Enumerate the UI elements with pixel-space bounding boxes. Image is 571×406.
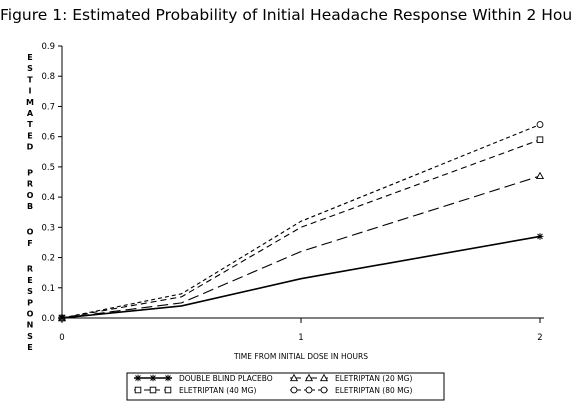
series-line <box>61 124 541 319</box>
y-label-letter: S <box>27 332 33 341</box>
star-marker <box>135 375 141 381</box>
y-label-letter: D <box>27 143 34 152</box>
legend-label: ELETRIPTAN (80 MG) <box>335 386 412 395</box>
y-label-letter: R <box>27 180 33 189</box>
x-axis-label: TIME FROM INITIAL DOSE IN HOURS <box>233 352 368 361</box>
plot-frame <box>61 46 544 319</box>
circle-marker <box>536 121 544 128</box>
chart-title: Figure 1: Estimated Probability of Initi… <box>0 6 571 24</box>
series-double-blind-placebo <box>58 233 544 322</box>
square-marker <box>149 386 157 394</box>
legend-entry: ELETRIPTAN (20 MG) <box>289 373 412 383</box>
x-tick-label: 0 <box>59 333 64 343</box>
square-marker <box>536 136 544 143</box>
y-label-letter: B <box>27 202 33 211</box>
x-tick-label: 1 <box>298 333 303 343</box>
y-label-letter: E <box>27 53 32 62</box>
triangle-marker <box>304 373 314 382</box>
star-marker <box>165 375 171 381</box>
circle-marker <box>320 386 328 394</box>
series-group <box>57 121 545 322</box>
legend-label: DOUBLE BLIND PLACEBO <box>179 374 273 383</box>
star-marker <box>150 375 156 381</box>
legend-box <box>126 372 445 401</box>
series-line <box>61 139 541 319</box>
y-label-letter: O <box>27 191 34 200</box>
series-eletriptan-20-mg- <box>57 171 545 322</box>
y-label-letter: E <box>27 343 32 352</box>
series-eletriptan-80-mg- <box>58 121 544 322</box>
y-label-letter: T <box>27 120 33 129</box>
legend-entry: DOUBLE BLIND PLACEBO <box>134 374 273 383</box>
circle-marker <box>290 386 298 394</box>
legend-label: ELETRIPTAN (20 MG) <box>335 374 412 383</box>
y-label-letter: S <box>27 287 33 296</box>
triangle-marker <box>535 171 545 180</box>
y-label-letter: S <box>27 64 33 73</box>
y-label-letter: O <box>27 228 34 237</box>
x-axis-ticks: 0 1 2 <box>59 318 543 343</box>
y-label-letter: R <box>27 265 33 274</box>
square-marker <box>134 386 142 394</box>
y-label-letter: I <box>29 87 32 96</box>
y-tick-label: 0.7 <box>41 102 55 112</box>
series-eletriptan-40-mg- <box>58 136 544 322</box>
star-marker <box>537 233 543 240</box>
legend-entry: ELETRIPTAN (80 MG) <box>290 386 412 395</box>
y-label-letter: T <box>27 75 33 84</box>
y-label-letter: O <box>27 309 34 318</box>
y-tick-label: 0.8 <box>41 72 55 82</box>
y-tick-label: 0.2 <box>41 254 55 264</box>
y-label-letter: M <box>26 98 34 107</box>
y-label-letter: P <box>27 298 33 307</box>
y-label-letter: F <box>27 239 32 248</box>
legend-label: ELETRIPTAN (40 MG) <box>179 386 256 395</box>
square-marker <box>164 386 172 394</box>
triangle-marker <box>289 373 299 382</box>
series-line <box>61 175 541 319</box>
circle-marker <box>305 386 313 394</box>
y-axis-ticks: 0.0 0.1 0.2 0.3 0.4 0.5 0.6 0.7 0.8 0.9 <box>41 42 62 324</box>
series-line <box>61 235 541 319</box>
y-tick-label: 0.4 <box>41 193 55 203</box>
legend: DOUBLE BLIND PLACEBO ELETRIPTAN (20 MG) EL… <box>126 372 445 401</box>
y-label-letter: A <box>27 109 34 118</box>
x-tick-label: 2 <box>537 333 542 343</box>
y-tick-label: 0.9 <box>41 42 55 52</box>
y-tick-label: 0.1 <box>41 284 55 294</box>
y-label-letter: E <box>27 131 32 140</box>
y-tick-label: 0.3 <box>41 223 55 233</box>
y-tick-label: 0.0 <box>41 314 55 324</box>
y-label-letter: N <box>27 321 34 330</box>
y-label-letter: P <box>27 168 33 177</box>
y-tick-label: 0.5 <box>41 163 55 173</box>
y-tick-label: 0.6 <box>41 133 55 143</box>
y-label-letter: E <box>27 276 32 285</box>
triangle-marker <box>319 373 329 382</box>
star-marker <box>59 315 65 321</box>
legend-entry: ELETRIPTAN (40 MG) <box>134 386 256 395</box>
